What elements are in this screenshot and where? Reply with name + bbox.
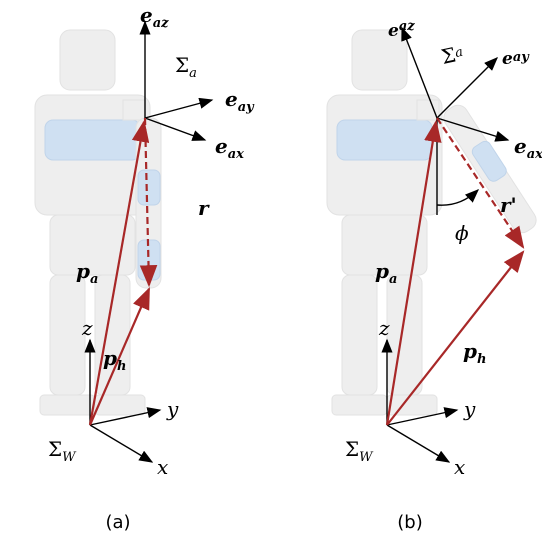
label: x <box>454 455 465 479</box>
label: Σa <box>439 41 465 69</box>
label: ΣW <box>48 437 77 465</box>
label: eay <box>225 87 255 115</box>
label: ph <box>463 339 486 367</box>
label: z <box>81 316 93 340</box>
label: eay <box>502 49 530 69</box>
caption: (a) <box>105 512 130 533</box>
label: r' <box>500 193 517 217</box>
label: y <box>166 397 179 421</box>
robot-b <box>327 30 540 415</box>
label: ϕ <box>455 221 469 245</box>
label: eax <box>514 134 542 162</box>
label: z <box>378 316 390 340</box>
label: x <box>157 455 168 479</box>
label: Σa <box>175 53 197 81</box>
label: eax <box>215 134 244 162</box>
label: y <box>463 397 476 421</box>
caption: (b) <box>397 512 422 533</box>
diagram: eaz Σa eay eax r pa ph z y x ΣW (a) eaz … <box>0 0 542 544</box>
robot-a <box>35 30 161 415</box>
label: ΣW <box>345 437 374 465</box>
label: r <box>198 196 210 220</box>
label: eaz <box>140 3 169 31</box>
